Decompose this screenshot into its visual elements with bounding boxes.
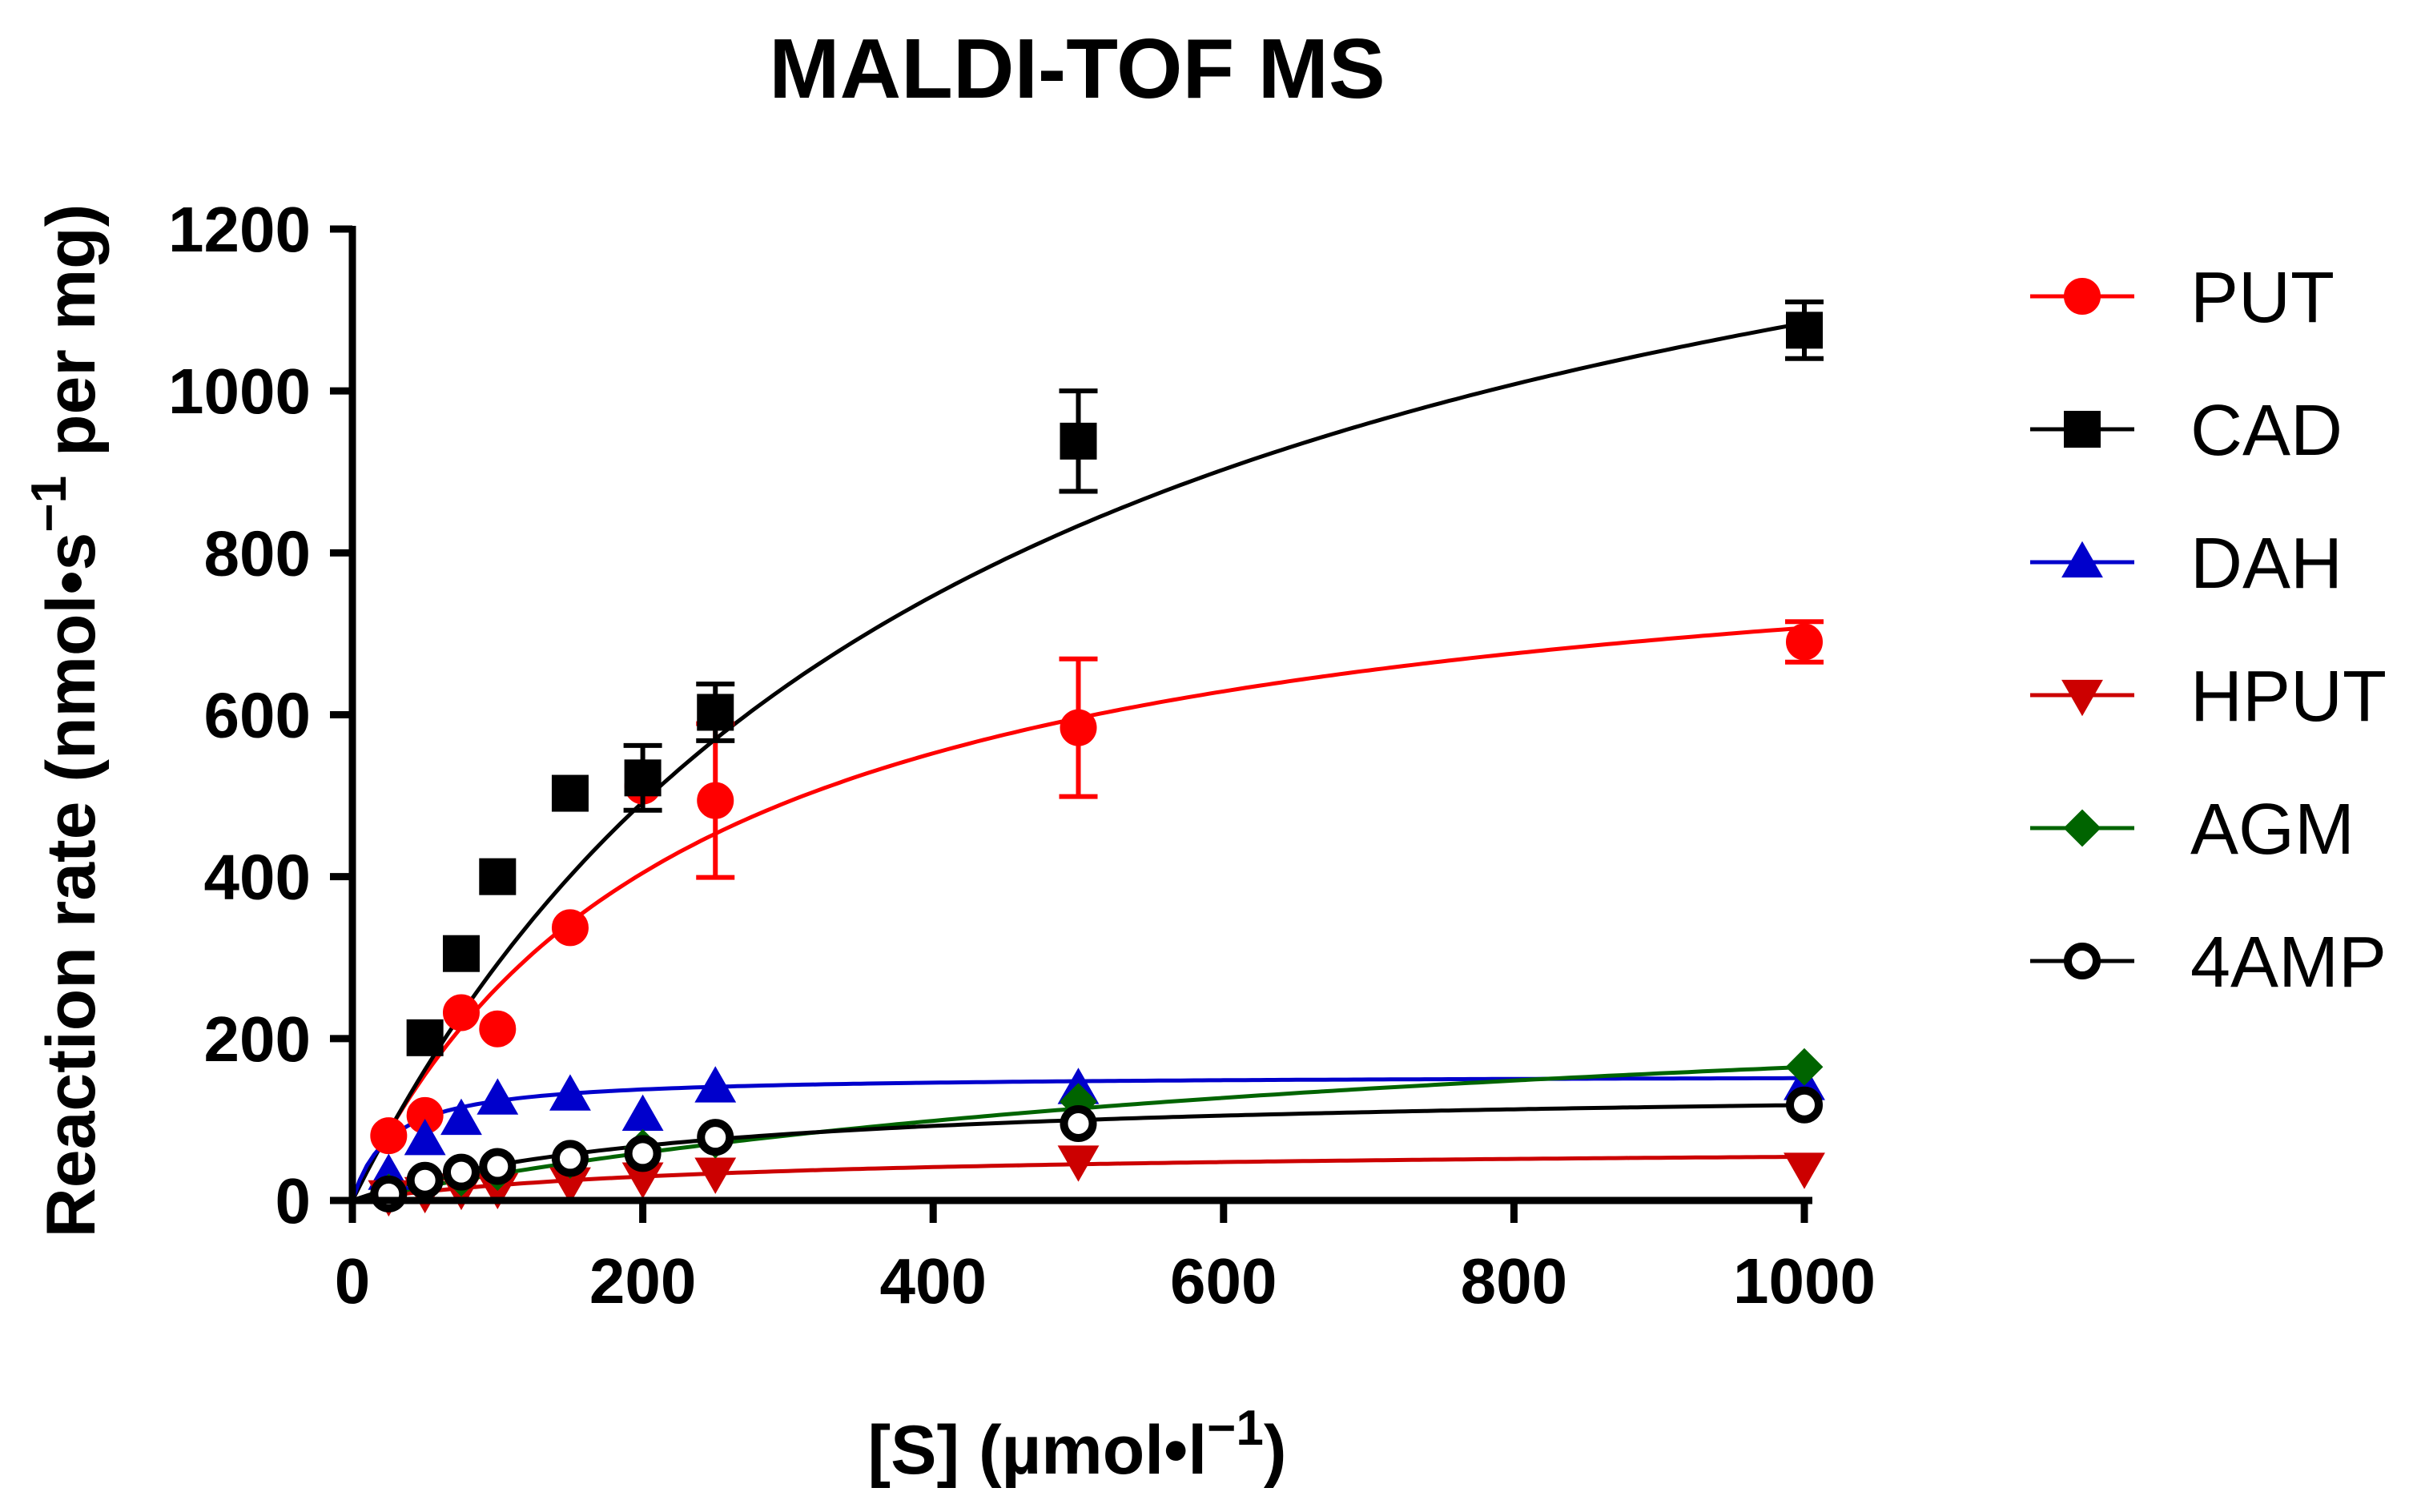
legend-label: 4AMP	[2190, 923, 2387, 1003]
data-point	[697, 694, 734, 731]
data-point	[1786, 1086, 1823, 1124]
legend-marker	[2064, 943, 2101, 979]
series-put	[370, 619, 1824, 1155]
y-tick-label: 0	[275, 1165, 312, 1237]
series-agm	[369, 1048, 1824, 1212]
data-point	[440, 1098, 482, 1136]
y-axis: 0 200 400 600 800 1000 1200	[168, 194, 356, 1237]
data-point	[551, 1140, 589, 1177]
legend-marker	[2064, 278, 2101, 315]
series-cad	[406, 299, 1824, 1056]
legend-label: CAD	[2190, 391, 2343, 471]
y-tick-label: 1000	[168, 356, 311, 427]
series-4amp	[370, 1086, 1823, 1212]
legend-item-put: PUT	[2030, 258, 2335, 338]
x-axis-label-close: )	[1264, 1412, 1287, 1489]
legend-item-hput: HPUT	[2030, 657, 2387, 737]
y-axis-label-rest: per mg)	[33, 204, 110, 476]
x-axis-label-sup: −1	[1207, 1401, 1264, 1456]
data-point	[551, 774, 589, 812]
legend-marker	[2064, 411, 2101, 448]
legend-label: AGM	[2190, 790, 2355, 870]
data-point	[442, 1153, 480, 1191]
data-point	[624, 1135, 662, 1172]
data-point	[479, 1010, 517, 1048]
y-tick-label: 600	[204, 680, 311, 751]
x-tick-label: 800	[1461, 1245, 1567, 1317]
legend-item-cad: CAD	[2030, 391, 2343, 471]
data-point	[406, 1161, 444, 1199]
data-point	[1060, 1104, 1097, 1142]
y-tick-label: 800	[204, 517, 311, 589]
data-point	[621, 1094, 664, 1132]
legend-label: PUT	[2190, 258, 2335, 338]
legend-marker	[2061, 541, 2103, 578]
legend-item-agm: AGM	[2030, 790, 2355, 870]
y-axis-label-main: Reaction rate (nmol•s	[33, 533, 110, 1238]
legend-label: DAH	[2190, 524, 2343, 604]
data-point	[1786, 623, 1823, 661]
data-point	[1784, 1152, 1825, 1189]
data-point	[370, 1175, 408, 1212]
data-point	[1785, 1048, 1824, 1086]
x-tick-label: 200	[589, 1245, 696, 1317]
x-axis-label-main: [S] (µmol•l	[868, 1412, 1208, 1489]
data-point	[697, 1119, 734, 1156]
data-point	[479, 1148, 517, 1185]
legend-marker	[2063, 809, 2101, 847]
data-point	[406, 1019, 444, 1056]
y-tick-label: 1200	[168, 194, 311, 265]
legend-marker	[2061, 679, 2103, 717]
y-tick-label: 200	[204, 1003, 311, 1075]
data-point	[1057, 1145, 1100, 1182]
legend: PUT CAD DAH HPUT AGM 4AMP	[2030, 258, 2387, 1003]
x-tick-label: 400	[879, 1245, 986, 1317]
data-point	[694, 1066, 737, 1103]
data-point	[1060, 422, 1097, 460]
data-point	[370, 1117, 408, 1155]
x-tick-label: 600	[1170, 1245, 1277, 1317]
data-point	[624, 759, 662, 797]
data-point	[1786, 312, 1823, 349]
data-point	[1060, 709, 1097, 746]
y-axis-label: Reaction rate (nmol•s−1 per mg)	[22, 204, 110, 1238]
data-point	[697, 782, 734, 819]
data-point	[551, 909, 589, 947]
fit-curve	[350, 320, 1805, 1202]
legend-item-dah: DAH	[2030, 524, 2343, 604]
legend-item-4amp: 4AMP	[2030, 923, 2387, 1003]
chart-title: MALDI-TOF MS	[769, 22, 1385, 116]
data-point	[442, 994, 480, 1031]
x-axis: 0 200 400 600 800 1000	[335, 1196, 1876, 1317]
data-point	[479, 858, 517, 895]
x-axis-label: [S] (µmol•l−1)	[868, 1401, 1287, 1489]
legend-label: HPUT	[2190, 657, 2387, 737]
data-point	[549, 1074, 591, 1111]
x-tick-label: 1000	[1733, 1245, 1876, 1317]
series-cad-fit	[350, 320, 1805, 1202]
y-tick-label: 400	[204, 842, 311, 913]
plot-area	[350, 299, 1825, 1217]
y-axis-label-sup: −1	[22, 476, 77, 533]
data-point	[477, 1078, 519, 1115]
data-point	[442, 935, 480, 972]
x-tick-label: 0	[335, 1245, 371, 1317]
data-point	[404, 1118, 446, 1156]
